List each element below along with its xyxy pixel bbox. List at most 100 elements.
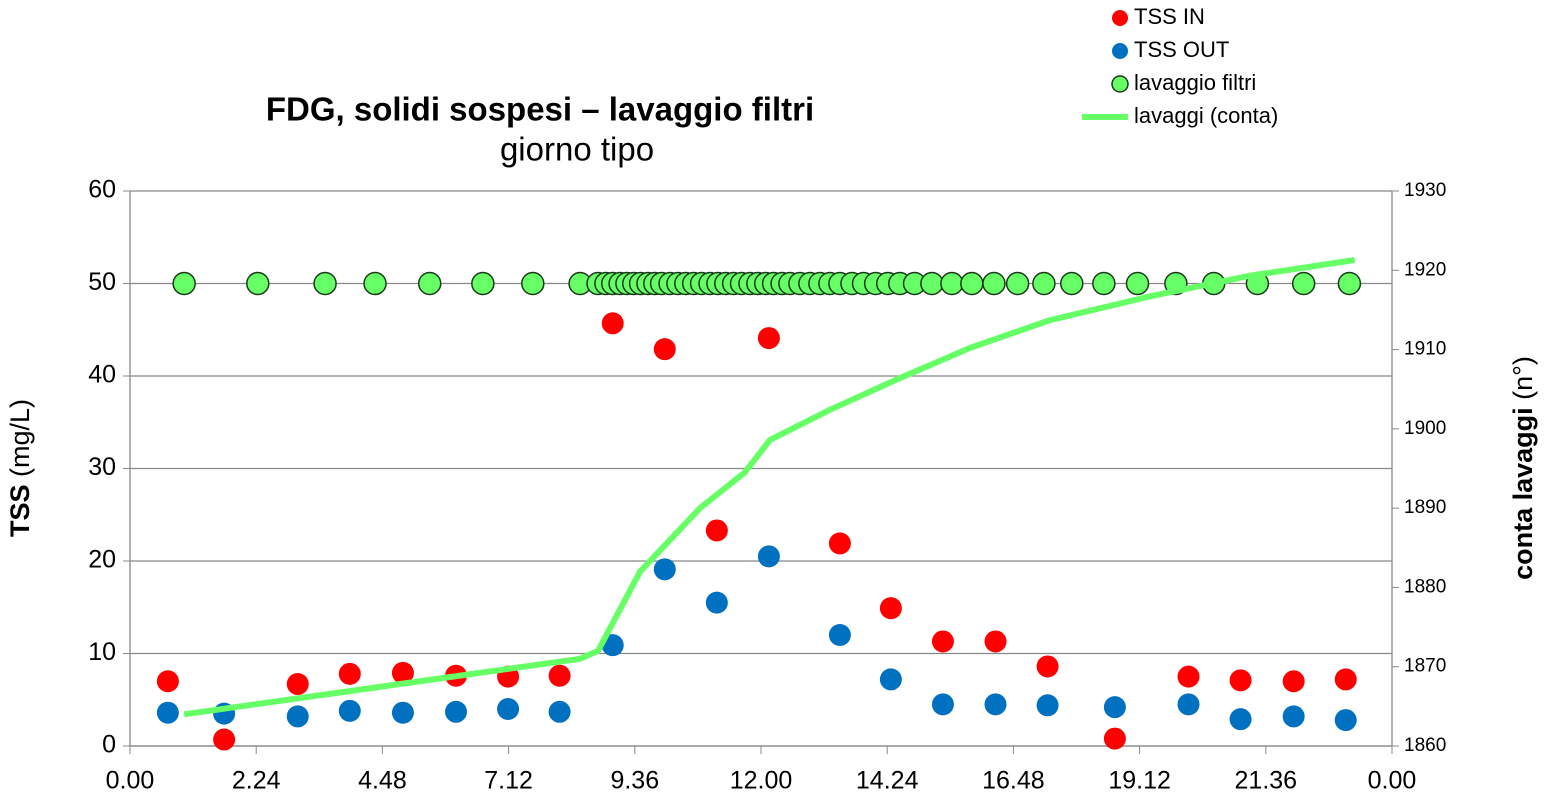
y-tick-label: 40 bbox=[88, 361, 116, 389]
line bbox=[183, 257, 1356, 718]
point bbox=[548, 700, 571, 723]
legend-label: TSS OUT bbox=[1134, 37, 1229, 62]
legend-label: lavaggio filtri bbox=[1134, 70, 1256, 95]
point bbox=[984, 630, 1007, 653]
x-tick-label: 4.48 bbox=[358, 767, 407, 795]
point bbox=[601, 312, 624, 335]
point bbox=[960, 271, 984, 296]
x-tick-label: 19.12 bbox=[1108, 767, 1171, 795]
point bbox=[246, 271, 270, 296]
y-tick-label: 20 bbox=[88, 546, 116, 574]
point bbox=[286, 673, 309, 696]
y-tick-label: 50 bbox=[88, 268, 116, 296]
point bbox=[653, 558, 676, 581]
point bbox=[1291, 271, 1316, 296]
point bbox=[984, 693, 1007, 716]
point bbox=[445, 700, 468, 723]
y2-tick-label: 1890 bbox=[1404, 497, 1446, 518]
point bbox=[705, 519, 728, 542]
point bbox=[940, 271, 964, 296]
y-tick-label: 10 bbox=[88, 638, 116, 666]
point bbox=[548, 664, 571, 687]
x-tick-label: 16.48 bbox=[982, 767, 1045, 795]
point bbox=[920, 271, 944, 296]
point bbox=[172, 271, 196, 296]
point bbox=[1334, 709, 1357, 732]
legend-marker bbox=[1112, 10, 1128, 26]
point bbox=[879, 597, 902, 620]
point bbox=[1334, 668, 1357, 691]
point bbox=[1103, 696, 1126, 719]
chart-title: FDG, solidi sospesi – lavaggio filtri bbox=[266, 91, 814, 128]
point bbox=[213, 728, 236, 751]
point bbox=[391, 701, 414, 724]
point bbox=[705, 591, 728, 614]
point bbox=[1103, 727, 1126, 750]
point bbox=[471, 271, 495, 296]
point bbox=[286, 705, 309, 728]
point bbox=[338, 699, 361, 722]
point bbox=[982, 271, 1006, 296]
legend-label: TSS IN bbox=[1134, 4, 1205, 29]
y2-unit: (n°) bbox=[1508, 356, 1538, 400]
y2-tick-label: 1880 bbox=[1404, 576, 1446, 597]
point bbox=[828, 624, 851, 646]
point bbox=[313, 271, 337, 296]
x-tick-label: 0.00 bbox=[106, 767, 155, 795]
legend-label: lavaggi (conta) bbox=[1134, 103, 1278, 128]
y2-tick-label: 1910 bbox=[1404, 339, 1446, 360]
point bbox=[1177, 665, 1200, 688]
chart-subtitle: giorno tipo bbox=[500, 131, 654, 168]
y2-tick-label: 1930 bbox=[1404, 180, 1446, 201]
point bbox=[1229, 669, 1252, 692]
point bbox=[363, 271, 387, 296]
y2-label: conta lavaggi bbox=[1508, 407, 1538, 580]
y2-tick-label: 1860 bbox=[1404, 735, 1446, 756]
y-tick-label: 0 bbox=[102, 731, 116, 759]
point bbox=[1337, 271, 1362, 296]
x-tick-label: 14.24 bbox=[856, 767, 919, 795]
point bbox=[931, 630, 954, 653]
point bbox=[1282, 670, 1305, 693]
point bbox=[521, 271, 545, 296]
x-tick-label: 2.24 bbox=[232, 767, 281, 795]
point bbox=[757, 545, 780, 568]
y-tick-label: 60 bbox=[88, 176, 116, 204]
point bbox=[931, 693, 954, 716]
point bbox=[1177, 693, 1200, 716]
point bbox=[879, 668, 902, 691]
y-axis-label: TSS (mg/L) bbox=[5, 399, 35, 537]
point bbox=[1229, 708, 1252, 731]
y2-tick-label: 1900 bbox=[1404, 418, 1446, 439]
point bbox=[1005, 271, 1030, 296]
point bbox=[1125, 271, 1150, 296]
point bbox=[828, 532, 851, 555]
y2-tick-label: 1870 bbox=[1404, 656, 1446, 677]
point bbox=[1060, 271, 1084, 296]
x-tick-label: 12.00 bbox=[730, 767, 793, 795]
point bbox=[497, 698, 520, 720]
point bbox=[156, 701, 179, 724]
point bbox=[417, 271, 442, 296]
x-tick-label: 9.36 bbox=[610, 767, 659, 795]
legend-marker bbox=[1111, 75, 1129, 93]
x-tick-label: 21.36 bbox=[1235, 767, 1298, 795]
y-label: TSS bbox=[5, 485, 35, 538]
point bbox=[156, 670, 179, 693]
y2-axis-label: conta lavaggi (n°) bbox=[1508, 356, 1538, 580]
point bbox=[391, 661, 414, 684]
point bbox=[338, 662, 361, 685]
y-unit: (mg/L) bbox=[5, 399, 35, 477]
point bbox=[1036, 655, 1059, 678]
point bbox=[1282, 705, 1305, 728]
point bbox=[757, 327, 780, 350]
legend-marker bbox=[1112, 43, 1128, 59]
point bbox=[1036, 694, 1059, 717]
y-tick-label: 30 bbox=[88, 453, 116, 481]
x-tick-label: 0.00 bbox=[1368, 767, 1417, 795]
point bbox=[1092, 271, 1116, 296]
point bbox=[1032, 271, 1056, 296]
y2-tick-label: 1920 bbox=[1404, 259, 1446, 280]
point bbox=[653, 338, 676, 361]
